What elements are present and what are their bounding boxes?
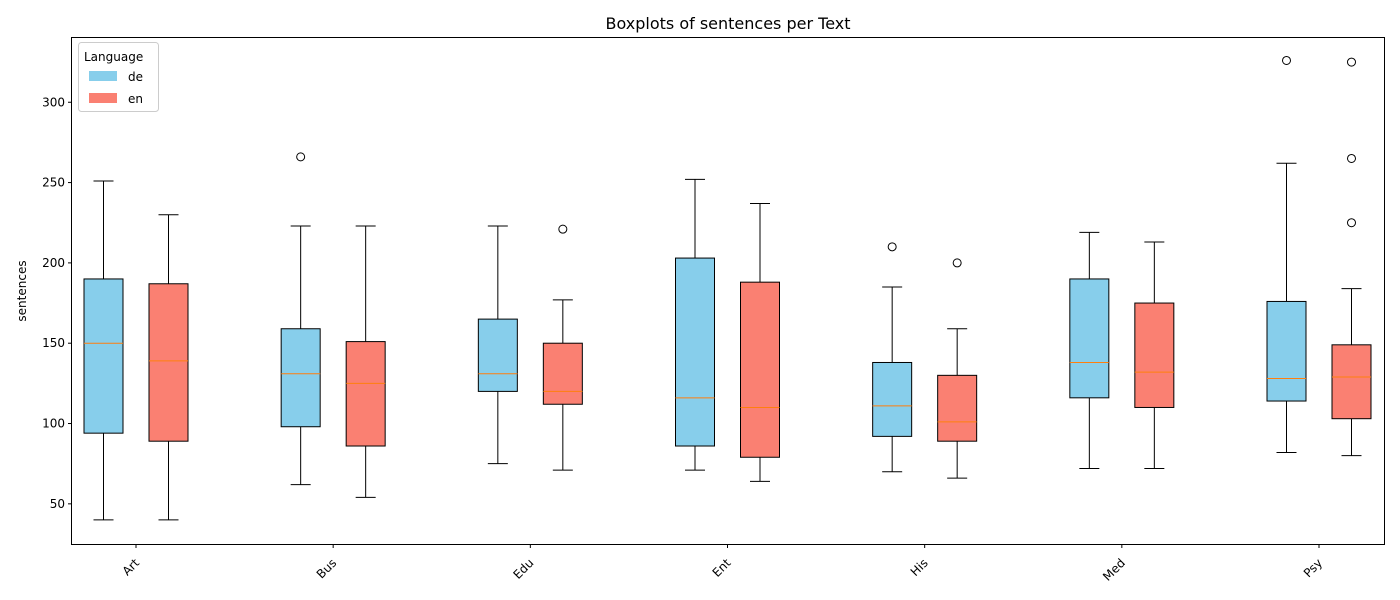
box-iqr — [345, 341, 386, 447]
chart-title: Boxplots of sentences per Text — [606, 14, 851, 33]
outlier-point — [887, 242, 897, 252]
box-iqr — [937, 374, 978, 442]
legend-entries: de en — [89, 70, 143, 106]
box-iqr — [542, 342, 583, 405]
box-de-psy — [1266, 55, 1307, 453]
box-en-art — [148, 214, 189, 521]
box-iqr — [148, 283, 189, 442]
plot-frame — [71, 37, 1385, 545]
x-tick-label: Ent — [710, 556, 734, 580]
legend-swatch-de — [89, 71, 117, 81]
x-tick-label: Med — [1100, 556, 1128, 584]
box-iqr — [1266, 300, 1307, 402]
box-en-bus — [345, 225, 386, 498]
box-iqr — [1134, 302, 1175, 408]
box-de-ent — [675, 178, 715, 471]
box-en-his — [937, 258, 978, 479]
box-de-bus — [280, 152, 321, 486]
outlier-point — [558, 224, 568, 234]
box-en-edu — [542, 224, 583, 471]
outlier-point — [952, 258, 962, 268]
y-tick-label: 100 — [42, 417, 65, 431]
box-iqr — [675, 257, 715, 447]
legend-label-en: en — [128, 92, 143, 106]
x-tick-label: Bus — [314, 556, 340, 582]
x-tick-label: His — [908, 556, 931, 579]
x-tick-label: Psy — [1301, 556, 1325, 580]
box-de-his — [872, 242, 913, 473]
box-en-psy — [1331, 57, 1372, 457]
outlier-point — [1347, 57, 1356, 67]
box-iqr — [477, 318, 518, 392]
box-iqr — [872, 361, 913, 437]
y-tick-label: 250 — [42, 176, 65, 190]
box-iqr — [83, 278, 124, 434]
plot-area — [83, 55, 1372, 521]
legend-label-de: de — [128, 70, 143, 84]
outlier-point — [296, 152, 306, 162]
y-tick-label: 150 — [42, 336, 65, 350]
box-iqr — [280, 328, 321, 428]
box-en-med — [1134, 241, 1175, 470]
y-tick-label: 50 — [50, 497, 65, 511]
outlier-point — [1347, 153, 1356, 163]
x-tick-label: Edu — [510, 556, 536, 582]
box-iqr — [740, 281, 780, 458]
legend-title: Language — [84, 50, 143, 64]
box-de-edu — [477, 225, 518, 465]
outlier-point — [1347, 218, 1356, 228]
box-de-art — [83, 180, 124, 521]
box-iqr — [1331, 344, 1372, 420]
box-en-ent — [740, 202, 780, 482]
outlier-point — [1282, 55, 1291, 65]
legend: Language de en — [78, 42, 159, 112]
box-iqr — [1069, 278, 1110, 399]
y-tick-label: 300 — [42, 95, 65, 109]
x-tick-label: Art — [120, 556, 143, 579]
y-tick-label: 200 — [42, 256, 65, 270]
y-axis-label: sentences — [15, 260, 29, 321]
box-de-med — [1069, 231, 1110, 470]
legend-swatch-en — [89, 93, 117, 103]
